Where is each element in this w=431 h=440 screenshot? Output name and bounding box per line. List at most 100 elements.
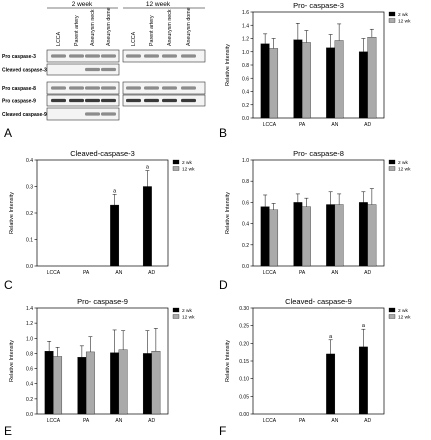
blot-band bbox=[51, 86, 66, 90]
bar bbox=[269, 209, 279, 267]
y-tick-label: 0.0 bbox=[242, 264, 249, 270]
y-axis-label: Relative Intensity bbox=[225, 340, 231, 382]
blot-band bbox=[126, 98, 141, 103]
y-tick-label: 1.4 bbox=[26, 306, 33, 312]
bar bbox=[151, 351, 161, 415]
panel-letter-b: B bbox=[219, 126, 228, 140]
blot-lane-label: Parent artery bbox=[149, 15, 155, 46]
y-tick-label: 1.0 bbox=[242, 50, 249, 56]
blot-band bbox=[69, 98, 84, 103]
blot-band bbox=[144, 98, 159, 103]
blot-lane-label: Aneurysm dome bbox=[106, 7, 112, 46]
x-tick-label: AD bbox=[148, 270, 155, 276]
x-tick-label: PA bbox=[299, 270, 306, 276]
plot-frame bbox=[36, 307, 169, 415]
x-tick-label: AD bbox=[364, 270, 371, 276]
legend-label: 12 wk bbox=[398, 315, 411, 321]
legend-swatch bbox=[172, 314, 180, 319]
bar bbox=[326, 47, 336, 119]
blot-row-label: Cleaved caspase-9 bbox=[2, 112, 47, 118]
y-tick-label: 0.15 bbox=[239, 359, 249, 365]
blot-lane-label: Aneurysm neck bbox=[90, 9, 96, 46]
chart-title: Cleaved-caspase-3 bbox=[70, 149, 135, 158]
legend-swatch bbox=[172, 307, 180, 313]
y-tick-label: 1.2 bbox=[26, 321, 33, 327]
y-tick-label: 0.20 bbox=[239, 341, 249, 347]
legend-label: 12 wk bbox=[182, 167, 195, 173]
significance-marker: a bbox=[362, 323, 366, 329]
bar bbox=[85, 351, 95, 415]
blot-band bbox=[144, 86, 159, 90]
y-tick-label: 0.0 bbox=[26, 264, 33, 270]
y-tick-label: 0.25 bbox=[239, 324, 249, 330]
blot-band bbox=[101, 86, 116, 90]
significance-marker: a bbox=[146, 165, 150, 171]
legend-label: 12 wk bbox=[398, 19, 411, 25]
y-tick-label: 0.00 bbox=[239, 412, 249, 418]
bar bbox=[326, 353, 336, 415]
y-axis-label: Relative Intensity bbox=[9, 192, 15, 234]
y-tick-label: 0.8 bbox=[242, 179, 249, 185]
y-tick-label: 0.30 bbox=[239, 306, 249, 312]
panel-letter-a: A bbox=[4, 126, 13, 140]
x-tick-label: AN bbox=[115, 270, 122, 276]
x-tick-label: PA bbox=[299, 122, 306, 128]
y-tick-label: 1.4 bbox=[242, 23, 249, 29]
y-tick-label: 0.8 bbox=[242, 63, 249, 69]
blot-band bbox=[162, 54, 177, 58]
panel-letter-c: C bbox=[4, 278, 13, 292]
blot-band bbox=[126, 54, 141, 58]
y-tick-label: 1.0 bbox=[242, 158, 249, 164]
y-axis-label: Relative Intensity bbox=[9, 340, 15, 382]
blot-band bbox=[101, 67, 116, 72]
x-tick-label: AN bbox=[115, 418, 122, 424]
blot-lane-label: Aneurysm dome bbox=[186, 7, 192, 46]
bar bbox=[260, 43, 270, 119]
bar bbox=[301, 206, 311, 267]
bar bbox=[301, 42, 311, 119]
blot-lane-label: Parent artery bbox=[74, 15, 80, 46]
blot-band bbox=[181, 86, 196, 90]
legend-swatch bbox=[388, 11, 396, 17]
significance-marker: a bbox=[113, 188, 117, 194]
blot-band bbox=[51, 54, 66, 58]
x-tick-label: AD bbox=[364, 418, 371, 424]
chart-cleaved-caspase-9: Cleaved- caspase-9 Relative Intensity 0.00… bbox=[225, 297, 411, 424]
y-tick-label: 1.0 bbox=[26, 336, 33, 342]
bar bbox=[334, 40, 344, 119]
y-axis-label: Relative Intensity bbox=[225, 192, 231, 234]
bar bbox=[367, 37, 377, 119]
chart-pro-caspase-8: Pro- caspase-8 Relative Intensity 0.0 0.2 0.… bbox=[225, 149, 411, 276]
y-axis-label: Relative Intensity bbox=[225, 44, 231, 86]
chart-pro-caspase-9: Pro- caspase-9 Relative Intensity 0.0 0.2 0.… bbox=[9, 297, 195, 424]
blot-band bbox=[85, 98, 100, 103]
y-tick-label: 0.2 bbox=[242, 103, 249, 109]
significance-marker: a bbox=[329, 334, 333, 340]
x-tick-label: LCCA bbox=[47, 270, 61, 276]
panel-letter-d: D bbox=[219, 278, 228, 292]
x-tick-label: LCCA bbox=[263, 418, 277, 424]
blot-strip bbox=[46, 107, 120, 121]
legend-swatch bbox=[388, 159, 396, 165]
bar bbox=[358, 51, 368, 119]
blot-band bbox=[181, 54, 196, 58]
legend-label: 2 wk bbox=[182, 308, 192, 314]
bar bbox=[44, 351, 54, 415]
y-tick-label: 0.6 bbox=[242, 200, 249, 206]
bar bbox=[367, 204, 377, 267]
legend-swatch bbox=[388, 314, 396, 319]
chart-title: Cleaved- caspase-9 bbox=[285, 297, 352, 306]
bar bbox=[358, 202, 368, 267]
y-tick-label: 0.0 bbox=[242, 116, 249, 122]
y-tick-label: 0.2 bbox=[242, 243, 249, 249]
blot-group-label-12-week: 12 week bbox=[146, 1, 171, 8]
blot-lane-label: Aneurysm neck bbox=[167, 9, 173, 46]
legend-swatch bbox=[388, 307, 396, 313]
blot-band bbox=[162, 86, 177, 90]
blot-band bbox=[101, 54, 116, 58]
blot-band bbox=[126, 86, 141, 90]
blot-row-label: Pro caspase-8 bbox=[2, 86, 36, 92]
x-tick-label: PA bbox=[83, 270, 90, 276]
blot-group-label-2-week: 2 week bbox=[72, 1, 93, 8]
blot-band bbox=[162, 98, 177, 103]
